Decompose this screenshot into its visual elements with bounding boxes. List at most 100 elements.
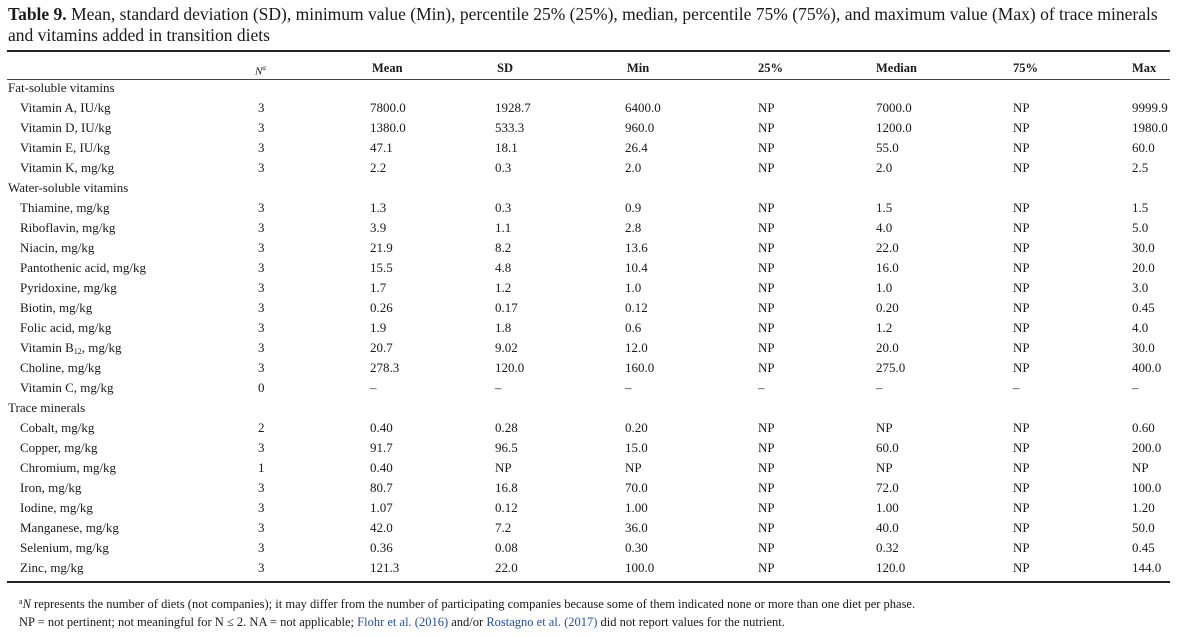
- row-label: Folic acid, mg/kg: [20, 320, 112, 335]
- footnote-a: aN represents the number of diets (not c…: [19, 593, 1169, 613]
- cell-median: 1200.0: [876, 120, 912, 135]
- cell-max: 144.0: [1132, 560, 1162, 575]
- cell-p25: –: [758, 380, 765, 395]
- cell-p25: NP: [758, 440, 775, 455]
- cell-sd: 16.8: [495, 480, 518, 495]
- header-max: Max: [1132, 61, 1157, 75]
- row-label: Pantothenic acid, mg/kg: [20, 260, 147, 275]
- cell-min: 0.30: [625, 540, 648, 555]
- table-row: Cobalt, mg/kg 2 0.40 0.28 0.20 NP NP NP 0.60: [0, 418, 1178, 438]
- citation-link-flohr[interactable]: Flohr et al. (2016): [357, 615, 449, 629]
- cell-median: 22.0: [876, 240, 899, 255]
- cell-sd: 0.28: [495, 420, 518, 435]
- cell-p75: NP: [1013, 220, 1030, 235]
- section-label: Fat-soluble vitamins: [8, 80, 115, 95]
- cell-n: 3: [258, 500, 265, 515]
- cell-mean: 2.2: [370, 160, 387, 175]
- cell-p75: NP: [1013, 280, 1030, 295]
- cell-mean: 278.3: [370, 360, 400, 375]
- cell-max: 0.45: [1132, 540, 1155, 555]
- cell-median: 60.0: [876, 440, 899, 455]
- table-row: Manganese, mg/kg 3 42.0 7.2 36.0 NP 40.0 NP 50.0: [0, 518, 1178, 538]
- table-row: Vitamin C, mg/kg 0 – – – – – – –: [0, 378, 1178, 398]
- cell-sd: 8.2: [495, 240, 512, 255]
- row-label: Vitamin D, IU/kg: [20, 120, 112, 135]
- cell-min: 0.12: [625, 300, 648, 315]
- cell-p75: NP: [1013, 160, 1030, 175]
- cell-p25: NP: [758, 140, 775, 155]
- cell-mean: 1.7: [370, 280, 387, 295]
- cell-p25: NP: [758, 120, 775, 135]
- table-row: Vitamin D, IU/kg 3 1380.0 533.3 960.0 NP 1200.…: [0, 118, 1178, 138]
- cell-max: 60.0: [1132, 140, 1155, 155]
- table-row: Thiamine, mg/kg 3 1.3 0.3 0.9 NP 1.5 NP 1.5: [0, 198, 1178, 218]
- cell-n: 3: [258, 140, 265, 155]
- cell-n: 3: [258, 300, 265, 315]
- row-label: Chromium, mg/kg: [20, 460, 117, 475]
- cell-median: 0.20: [876, 300, 899, 315]
- cell-n: 3: [258, 280, 265, 295]
- cell-max: 0.45: [1132, 300, 1155, 315]
- cell-p25: NP: [758, 240, 775, 255]
- cell-p75: NP: [1013, 320, 1030, 335]
- row-label: Cobalt, mg/kg: [20, 420, 95, 435]
- cell-p75: NP: [1013, 420, 1030, 435]
- cell-mean: 1.07: [370, 500, 393, 515]
- header-mean: Mean: [372, 61, 403, 75]
- citation-link-rostagno[interactable]: Rostagno et al. (2017): [486, 615, 598, 629]
- cell-max: 4.0: [1132, 320, 1149, 335]
- section-label: Trace minerals: [8, 400, 86, 415]
- table-row: Iodine, mg/kg 3 1.07 0.12 1.00 NP 1.00 NP 1.20: [0, 498, 1178, 518]
- cell-n: 3: [258, 560, 265, 575]
- table-row: Vitamin B12, mg/kg 3 20.7 9.02 12.0 NP 20.0 NP 3…: [0, 338, 1178, 358]
- cell-p75: NP: [1013, 200, 1030, 215]
- row-label: Biotin, mg/kg: [20, 300, 93, 315]
- cell-n: 3: [258, 120, 265, 135]
- cell-mean: 0.40: [370, 460, 393, 475]
- cell-sd: 1.1: [495, 220, 512, 235]
- cell-max: 20.0: [1132, 260, 1155, 275]
- cell-n: 3: [258, 240, 265, 255]
- cell-min: 12.0: [625, 340, 648, 355]
- table-row: Copper, mg/kg 3 91.7 96.5 15.0 NP 60.0 NP 200.0: [0, 438, 1178, 458]
- cell-min: 1.00: [625, 500, 648, 515]
- cell-median: 55.0: [876, 140, 899, 155]
- cell-p75: NP: [1013, 100, 1030, 115]
- cell-p25: NP: [758, 360, 775, 375]
- footnote-a-marker: a: [19, 597, 23, 606]
- cell-p25: NP: [758, 280, 775, 295]
- cell-p75: NP: [1013, 360, 1030, 375]
- cell-n: 3: [258, 520, 265, 535]
- table-row: Pyridoxine, mg/kg 3 1.7 1.2 1.0 NP 1.0 NP 3.0: [0, 278, 1178, 298]
- row-label: Zinc, mg/kg: [20, 560, 84, 575]
- row-label: Selenium, mg/kg: [20, 540, 109, 555]
- cell-p25: NP: [758, 260, 775, 275]
- cell-max: 1.20: [1132, 500, 1155, 515]
- cell-p25: NP: [758, 340, 775, 355]
- cell-sd: 22.0: [495, 560, 518, 575]
- cell-sd: 0.3: [495, 200, 512, 215]
- section-header-water: Water-soluble vitamins: [0, 178, 1178, 198]
- footnote-abbrev-mid: and/or: [448, 615, 487, 629]
- cell-min: 15.0: [625, 440, 648, 455]
- table-row: Chromium, mg/kg 1 0.40 NP NP NP NP NP NP: [0, 458, 1178, 478]
- header-p25: 25%: [758, 61, 783, 75]
- footnote-a-n: N: [22, 597, 31, 611]
- cell-min: 6400.0: [625, 100, 661, 115]
- cell-mean: 121.3: [370, 560, 400, 575]
- cell-p75: NP: [1013, 140, 1030, 155]
- cell-sd: 1.2: [495, 280, 512, 295]
- table-row: Vitamin K, mg/kg 3 2.2 0.3 2.0 NP 2.0 NP 2.5: [0, 158, 1178, 178]
- cell-p75: NP: [1013, 120, 1030, 135]
- cell-min: 0.9: [625, 200, 642, 215]
- cell-min: 1.0: [625, 280, 642, 295]
- table-row: Folic acid, mg/kg 3 1.9 1.8 0.6 NP 1.2 NP 4.0: [0, 318, 1178, 338]
- section-header-fat: Fat-soluble vitamins: [0, 78, 1178, 98]
- cell-max: NP: [1132, 460, 1149, 475]
- cell-n: 3: [258, 200, 265, 215]
- cell-mean: 21.9: [370, 240, 393, 255]
- cell-min: 100.0: [625, 560, 655, 575]
- cell-p25: NP: [758, 420, 775, 435]
- row-label: Iodine, mg/kg: [20, 500, 93, 515]
- cell-min: 36.0: [625, 520, 648, 535]
